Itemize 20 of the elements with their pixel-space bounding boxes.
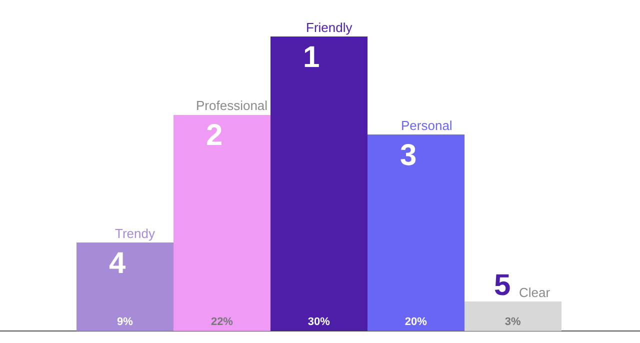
bar — [270, 36, 368, 331]
bar — [464, 302, 562, 331]
data-label: 30% — [308, 316, 330, 328]
annotation: 1 — [303, 41, 320, 74]
annotation: 5 — [494, 269, 511, 302]
data-label: 3% — [504, 316, 522, 328]
annotation: 4 — [109, 247, 126, 280]
x-tick-label: Trendy — [115, 226, 156, 241]
data-label: 22% — [210, 316, 234, 328]
bar — [174, 115, 271, 331]
data-label: 20% — [404, 316, 428, 328]
x-tick-label: Professional — [196, 98, 268, 113]
x-tick-label: Friendly — [306, 20, 353, 35]
data-label: 9% — [117, 316, 134, 328]
x-tick-label: Personal — [401, 118, 452, 133]
annotation: 3 — [400, 139, 417, 172]
x-tick-label: Clear — [519, 285, 551, 300]
annotation: 2 — [206, 119, 223, 152]
bar — [76, 242, 174, 331]
bar — [368, 134, 464, 331]
